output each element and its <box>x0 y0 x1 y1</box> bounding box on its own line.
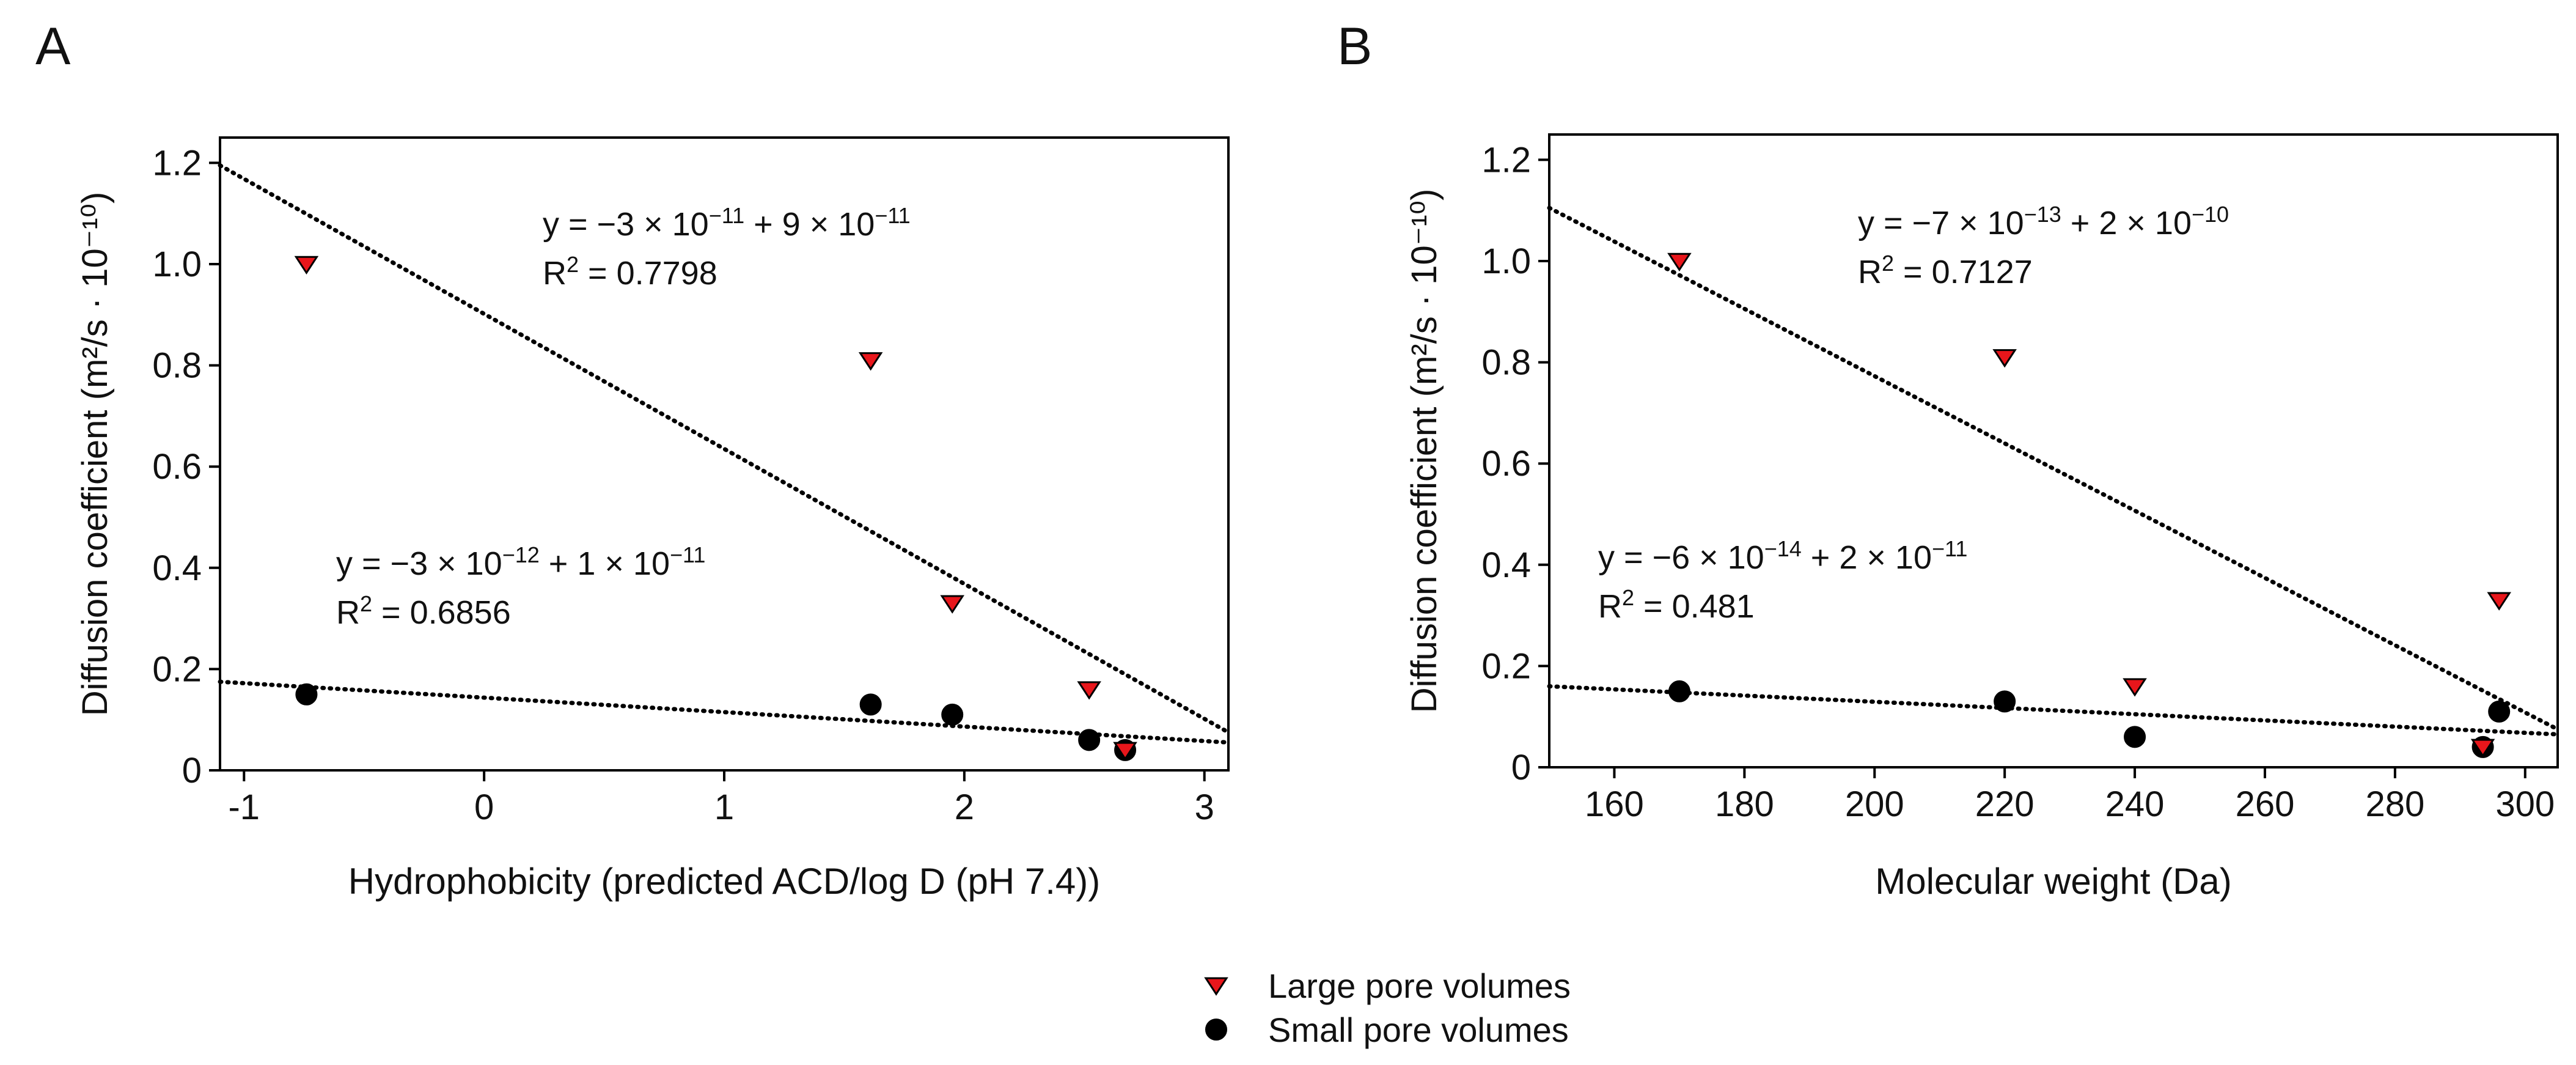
x-tick-label: 1 <box>714 787 734 827</box>
legend-marker-small-pore <box>1205 1019 1227 1041</box>
y-tick-label: 0 <box>1511 748 1531 787</box>
y-tick-label: 0.2 <box>152 649 202 689</box>
x-tick-label: 200 <box>1845 784 1904 824</box>
y-tick-label: 0.4 <box>152 548 202 588</box>
chart-panel-a: A 0 0.2 0.4 0.6 0.8 1.0 1.2 -1 0 1 2 3 Hydrophobicity… <box>35 17 1231 902</box>
y-tick-label: 0.8 <box>1481 343 1531 383</box>
panel-label: A <box>35 17 71 76</box>
r-squared-label: R2 = 0.7127 <box>1858 251 2033 291</box>
y-tick-label: 0.6 <box>1481 444 1531 484</box>
y-tick-label: 1.2 <box>1481 140 1531 180</box>
x-tick-label: 240 <box>2105 784 2165 824</box>
x-tick-label: 260 <box>2236 784 2295 824</box>
data-point-large-pore <box>2470 739 2495 757</box>
legend-marker-large-pore <box>1204 977 1228 996</box>
y-axis-label: Diffusion coefficient (m²/s · 10⁻¹⁰) <box>1404 189 1444 713</box>
data-point-small-pore <box>1668 680 1690 702</box>
x-axis-label: Molecular weight (Da) <box>1875 861 2232 902</box>
x-tick-label: 220 <box>1975 784 2035 824</box>
legend: Large pore volumes Small pore volumes <box>1204 967 1571 1049</box>
trendline-large-pore <box>1547 205 2560 732</box>
x-tick-label: 3 <box>1195 787 1214 827</box>
y-tick-label: 0.2 <box>1481 646 1531 686</box>
plot-area-frame <box>1548 133 2559 768</box>
data-point-large-pore <box>1992 349 2017 368</box>
trendline-equation: y = −6 × 10−14 + 2 × 10−11 <box>1598 536 1967 577</box>
data-point-small-pore <box>295 683 318 706</box>
r-squared-label: R2 = 0.6856 <box>336 591 511 632</box>
x-tick-label: 280 <box>2365 784 2424 824</box>
panel-label: B <box>1337 17 1372 76</box>
x-tick-label: 160 <box>1585 784 1644 824</box>
data-point-small-pore <box>1078 729 1101 751</box>
y-tick-label: 1.2 <box>152 143 202 183</box>
data-point-small-pore <box>1994 690 2016 713</box>
data-point-large-pore <box>2487 592 2511 611</box>
y-tick-label: 1.0 <box>1481 241 1531 281</box>
y-axis-label: Diffusion coefficient (m²/s · 10⁻¹⁰) <box>75 192 115 717</box>
y-tick-label: 1.0 <box>152 245 202 284</box>
r-squared-label: R2 = 0.481 <box>1598 585 1755 625</box>
r-squared-label: R2 = 0.7798 <box>543 252 717 292</box>
data-point-small-pore <box>2124 726 2146 748</box>
y-tick-label: 0.4 <box>1481 545 1531 585</box>
data-point-large-pore <box>858 352 883 371</box>
x-axis-label: Hydrophobicity (predicted ACD/log D (pH … <box>348 861 1101 902</box>
data-point-small-pore <box>2488 700 2511 723</box>
trendline-equation: y = −3 × 10−12 + 1 × 10−11 <box>336 542 705 583</box>
data-point-large-pore <box>1113 742 1137 761</box>
x-tick-label: 0 <box>474 787 494 827</box>
y-tick-label: 0.6 <box>152 447 202 487</box>
y-tick-label: 0 <box>182 751 202 790</box>
plot-area-frame <box>219 136 1230 772</box>
trendline-equation: y = −3 × 10−11 + 9 × 10−11 <box>543 203 911 243</box>
data-point-small-pore <box>859 693 882 716</box>
y-tick-label: 0.8 <box>152 346 202 386</box>
legend-label: Small pore volumes <box>1268 1011 1569 1049</box>
data-point-large-pore <box>1077 681 1101 700</box>
trendline-small-pore <box>218 679 1231 745</box>
data-point-large-pore <box>2123 678 2147 697</box>
x-tick-label: -1 <box>228 787 260 827</box>
data-point-small-pore <box>941 703 964 726</box>
data-point-large-pore <box>940 595 964 614</box>
chart-panel-b: B 0 0.2 0.4 0.6 0.8 1.0 1.2 160 180 200 220 240 260 28… <box>1337 17 2560 902</box>
x-tick-label: 180 <box>1715 784 1774 824</box>
trendline-small-pore <box>1547 684 2560 737</box>
legend-label: Large pore volumes <box>1268 967 1571 1005</box>
data-point-large-pore <box>294 256 319 275</box>
x-tick-label: 2 <box>955 787 974 827</box>
trendline-equation: y = −7 × 10−13 + 2 × 10−10 <box>1858 202 2229 242</box>
trendline-large-pore <box>218 163 1231 735</box>
x-tick-label: 300 <box>2495 784 2555 824</box>
data-point-large-pore <box>1667 252 1692 272</box>
